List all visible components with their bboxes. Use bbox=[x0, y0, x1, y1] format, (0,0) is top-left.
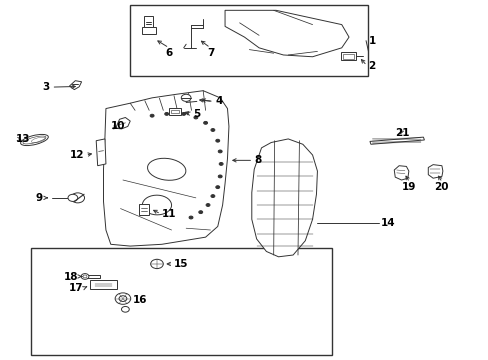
Polygon shape bbox=[116, 117, 130, 129]
Circle shape bbox=[121, 306, 129, 312]
Circle shape bbox=[210, 129, 214, 131]
Bar bbox=[343, 54, 353, 59]
Text: 14: 14 bbox=[380, 218, 394, 228]
Text: 2: 2 bbox=[368, 61, 375, 71]
Text: 20: 20 bbox=[433, 182, 448, 192]
Circle shape bbox=[68, 194, 78, 202]
Polygon shape bbox=[224, 10, 348, 57]
Circle shape bbox=[83, 275, 87, 278]
Polygon shape bbox=[251, 139, 317, 257]
Circle shape bbox=[71, 193, 84, 203]
Circle shape bbox=[215, 186, 219, 189]
Bar bbox=[171, 110, 179, 113]
Polygon shape bbox=[427, 165, 442, 178]
Bar bbox=[85, 275, 100, 278]
Text: 7: 7 bbox=[206, 48, 214, 58]
Circle shape bbox=[218, 175, 222, 178]
Polygon shape bbox=[103, 91, 228, 246]
Bar bbox=[340, 53, 356, 60]
Text: 13: 13 bbox=[16, 134, 30, 144]
Circle shape bbox=[115, 293, 130, 304]
Circle shape bbox=[203, 121, 207, 124]
Circle shape bbox=[181, 94, 191, 102]
Bar bbox=[138, 203, 149, 215]
Text: 17: 17 bbox=[68, 283, 83, 293]
Text: 9: 9 bbox=[36, 193, 42, 203]
Circle shape bbox=[81, 274, 89, 279]
Circle shape bbox=[189, 216, 193, 219]
Text: 15: 15 bbox=[174, 259, 188, 269]
Text: 16: 16 bbox=[132, 295, 147, 305]
Circle shape bbox=[215, 139, 219, 142]
Bar bbox=[90, 280, 116, 289]
Polygon shape bbox=[393, 166, 408, 180]
Text: 10: 10 bbox=[111, 121, 125, 131]
Text: 1: 1 bbox=[368, 36, 375, 46]
Text: 21: 21 bbox=[394, 128, 409, 138]
Text: 3: 3 bbox=[42, 82, 50, 92]
Ellipse shape bbox=[20, 134, 48, 145]
Ellipse shape bbox=[23, 136, 46, 144]
Polygon shape bbox=[69, 81, 81, 90]
Text: 19: 19 bbox=[401, 182, 415, 192]
Text: 11: 11 bbox=[162, 209, 176, 219]
Circle shape bbox=[119, 296, 126, 301]
Bar bbox=[130, 5, 368, 76]
Polygon shape bbox=[96, 139, 106, 166]
Text: 5: 5 bbox=[193, 109, 200, 119]
Circle shape bbox=[205, 203, 209, 206]
Bar bbox=[142, 27, 156, 33]
Text: 6: 6 bbox=[165, 48, 172, 58]
Text: 18: 18 bbox=[63, 272, 78, 282]
Polygon shape bbox=[369, 137, 424, 144]
Circle shape bbox=[210, 195, 214, 198]
Bar bbox=[144, 17, 153, 27]
Circle shape bbox=[219, 162, 223, 165]
Circle shape bbox=[194, 116, 198, 119]
Text: 4: 4 bbox=[215, 96, 222, 107]
Circle shape bbox=[150, 114, 154, 117]
Circle shape bbox=[218, 150, 222, 153]
Ellipse shape bbox=[142, 195, 171, 215]
Circle shape bbox=[182, 112, 185, 115]
Circle shape bbox=[150, 259, 163, 269]
Bar bbox=[169, 108, 181, 114]
Text: 8: 8 bbox=[254, 156, 261, 165]
Bar bbox=[30, 248, 331, 355]
Circle shape bbox=[164, 112, 168, 115]
Circle shape bbox=[199, 211, 202, 213]
Text: 12: 12 bbox=[69, 150, 84, 160]
Ellipse shape bbox=[147, 158, 185, 180]
